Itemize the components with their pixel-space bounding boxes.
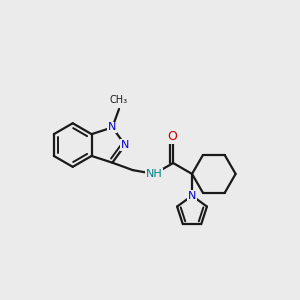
Text: N: N [121,140,129,150]
Text: N: N [108,122,116,132]
Text: NH: NH [146,169,163,179]
Text: CH₃: CH₃ [110,95,128,105]
Text: O: O [167,130,177,143]
Text: N: N [188,191,196,201]
